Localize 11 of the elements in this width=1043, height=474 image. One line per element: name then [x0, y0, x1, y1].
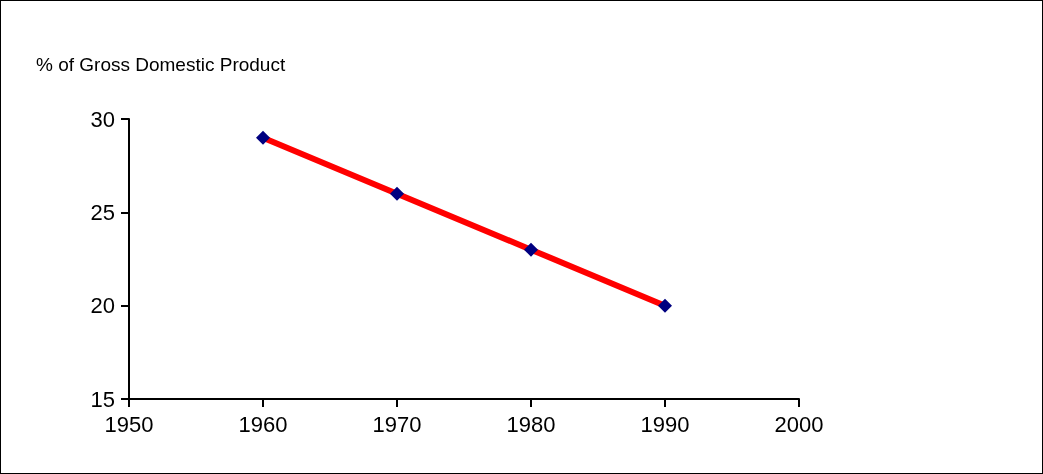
x-tick-label: 1980: [506, 411, 556, 437]
y-tick-label: 30: [90, 106, 115, 132]
x-tick-label: 1950: [104, 411, 154, 437]
x-tick-label: 2000: [774, 411, 824, 437]
y-axis-title: % of Gross Domestic Product: [36, 54, 286, 75]
x-tick-label: 1970: [372, 411, 422, 437]
x-tick-label: 1960: [238, 411, 288, 437]
x-tick-label: 1990: [640, 411, 690, 437]
y-tick-label: 15: [90, 386, 115, 412]
y-tick-label: 20: [90, 293, 115, 319]
y-tick-label: 25: [90, 199, 115, 225]
